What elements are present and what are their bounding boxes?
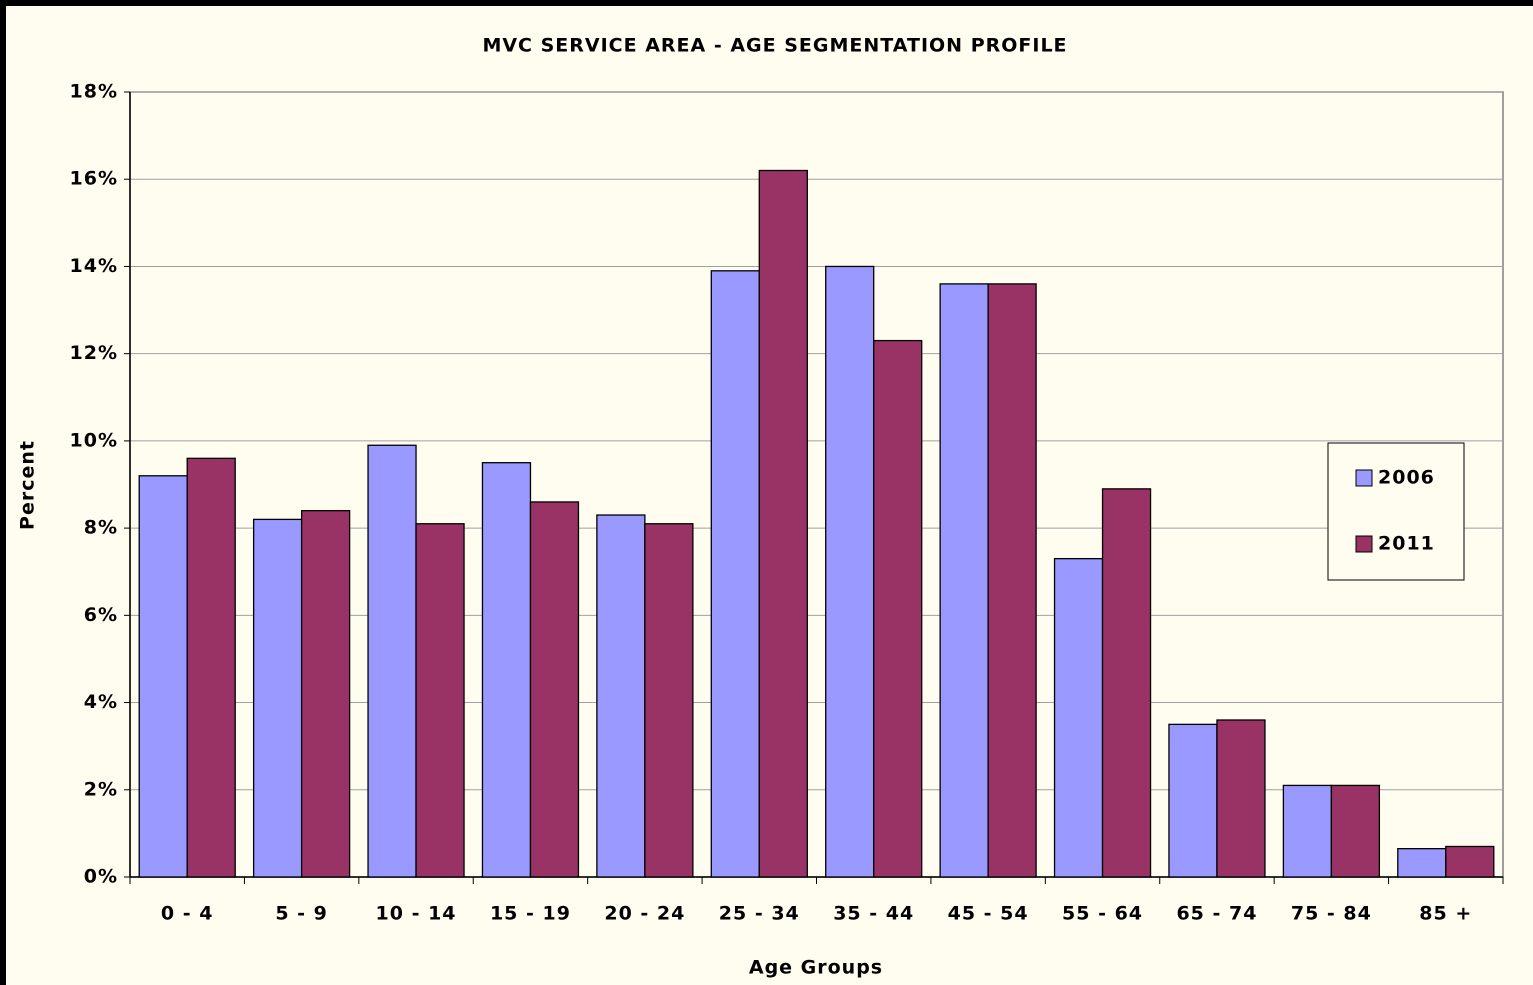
bar [415,523,465,878]
bar [1101,488,1152,878]
x-tick-label: 20 - 24 [604,903,685,925]
y-tick-label: 16% [70,168,118,190]
bar [1216,719,1266,878]
y-axis-label: Percent [17,440,39,530]
bar [529,501,580,878]
bar [1053,557,1104,878]
bar [186,457,236,878]
y-tick-label: 6% [84,604,118,626]
legend-swatch [1355,535,1373,553]
bar [939,283,989,878]
bar [596,514,646,878]
bar [644,523,694,878]
bar [1330,784,1381,878]
x-tick-label: 35 - 44 [833,903,914,925]
y-tick-label: 0% [84,866,118,888]
bar [300,510,351,878]
y-tick-label: 8% [84,517,118,539]
bar [987,283,1037,878]
y-tick-label: 18% [70,81,118,103]
x-tick-label: 15 - 19 [490,903,571,925]
y-tick-label: 10% [70,429,118,451]
x-tick-label: 55 - 64 [1062,903,1143,925]
bar [1168,723,1218,878]
x-tick-label: 5 - 9 [275,903,328,925]
x-tick-label: 10 - 14 [376,903,457,925]
bar [252,518,303,878]
y-tick-label: 12% [70,342,118,364]
y-tick-label: 14% [70,255,118,277]
y-tick-label: 2% [84,778,118,800]
y-tick-label: 4% [84,691,118,713]
bar [873,339,923,878]
bar [481,462,532,878]
bar [367,444,417,878]
x-tick-label: 85 + [1419,903,1472,925]
bar [1445,845,1495,878]
x-tick-label: 0 - 4 [161,903,214,925]
x-tick-label: 65 - 74 [1176,903,1257,925]
bar [1282,784,1333,878]
legend-label: 2011 [1378,533,1435,555]
bar [710,270,760,878]
x-tick-label: 25 - 34 [719,903,800,925]
x-tick-label: 45 - 54 [948,903,1029,925]
x-axis-label: Age Groups [749,957,883,979]
chart-title: MVC SERVICE AREA - AGE SEGMENTATION PROF… [482,35,1067,57]
bar [138,475,188,878]
legend-swatch [1355,469,1373,487]
x-tick-label: 75 - 84 [1291,903,1372,925]
bar [758,169,808,878]
bar [825,265,875,878]
bar [1397,848,1447,878]
legend-label: 2006 [1378,467,1435,489]
legend [1327,442,1465,581]
